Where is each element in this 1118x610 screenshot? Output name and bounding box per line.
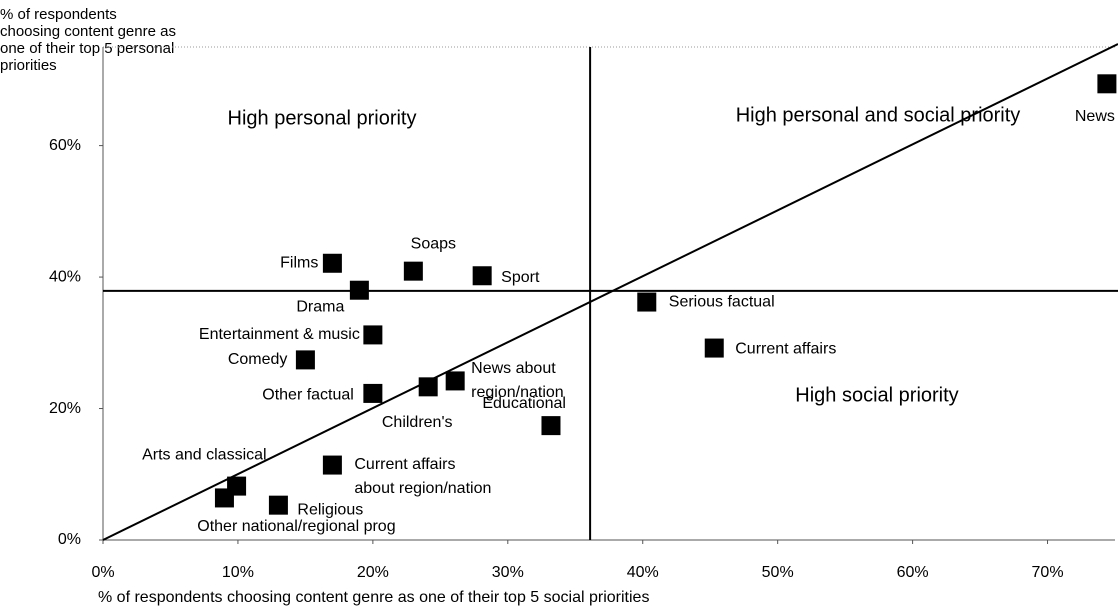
x-axis-title: % of respondents choosing content genre … [98,589,649,606]
point-label: Entertainment & music [199,326,360,343]
y-tick-label: 0% [58,531,81,548]
x-tick-label: 70% [1032,564,1064,581]
marker [363,325,383,345]
label-line: Current affairs [354,456,455,473]
label-line: about region/nation [354,480,491,497]
point-label: Drama [296,298,344,315]
marker [418,377,438,397]
point-label: News about region/nation [471,360,564,401]
diagonal-line [102,43,1118,541]
marker [363,383,383,403]
point-label: Comedy [228,351,288,368]
point-label: News [1075,108,1115,125]
point-label: Current affairs about region/nation [354,456,491,497]
x-tick-label: 30% [492,564,524,581]
point-label: Other national/regional prog [197,518,395,535]
marker [637,292,657,312]
quadrant-label: High personal and social priority [736,104,1021,126]
marker [214,488,234,508]
x-tick-label: 20% [357,564,389,581]
quadrant-label: High social priority [795,384,958,406]
marker [322,253,342,273]
point-label: Other factual [262,387,354,404]
x-tick-label: 40% [627,564,659,581]
x-tick-label: 10% [222,564,254,581]
point-label: Religious [297,501,363,518]
y-axis-title: % of respondents choosing content genre … [0,6,176,74]
marker [349,280,369,300]
marker [403,261,423,281]
label-line: News about [471,360,556,377]
marker [472,266,492,286]
marker [295,350,315,370]
x-tick-label: 50% [762,564,794,581]
label-line: region/nation [471,384,564,401]
marker [322,455,342,475]
y-tick-label: 20% [49,400,81,417]
marker [445,371,465,391]
point-label: Sport [501,269,540,286]
point-label: Arts and classical [142,446,267,463]
marker [1097,74,1117,94]
point-label: Films [280,254,318,271]
y-tick-label: 40% [49,268,81,285]
marker [268,495,288,515]
point-label: Current affairs [735,340,836,357]
point-label: Children's [382,414,453,431]
point-label: Soaps [411,235,456,252]
marker [541,416,561,436]
x-tick-label: 60% [897,564,929,581]
marker [704,338,724,358]
point-label: Serious factual [669,293,775,310]
y-tick-label: 60% [49,137,81,154]
point-label: Educational [482,395,566,412]
quadrant-label: High personal priority [228,107,417,129]
x-tick-label: 0% [91,564,114,581]
